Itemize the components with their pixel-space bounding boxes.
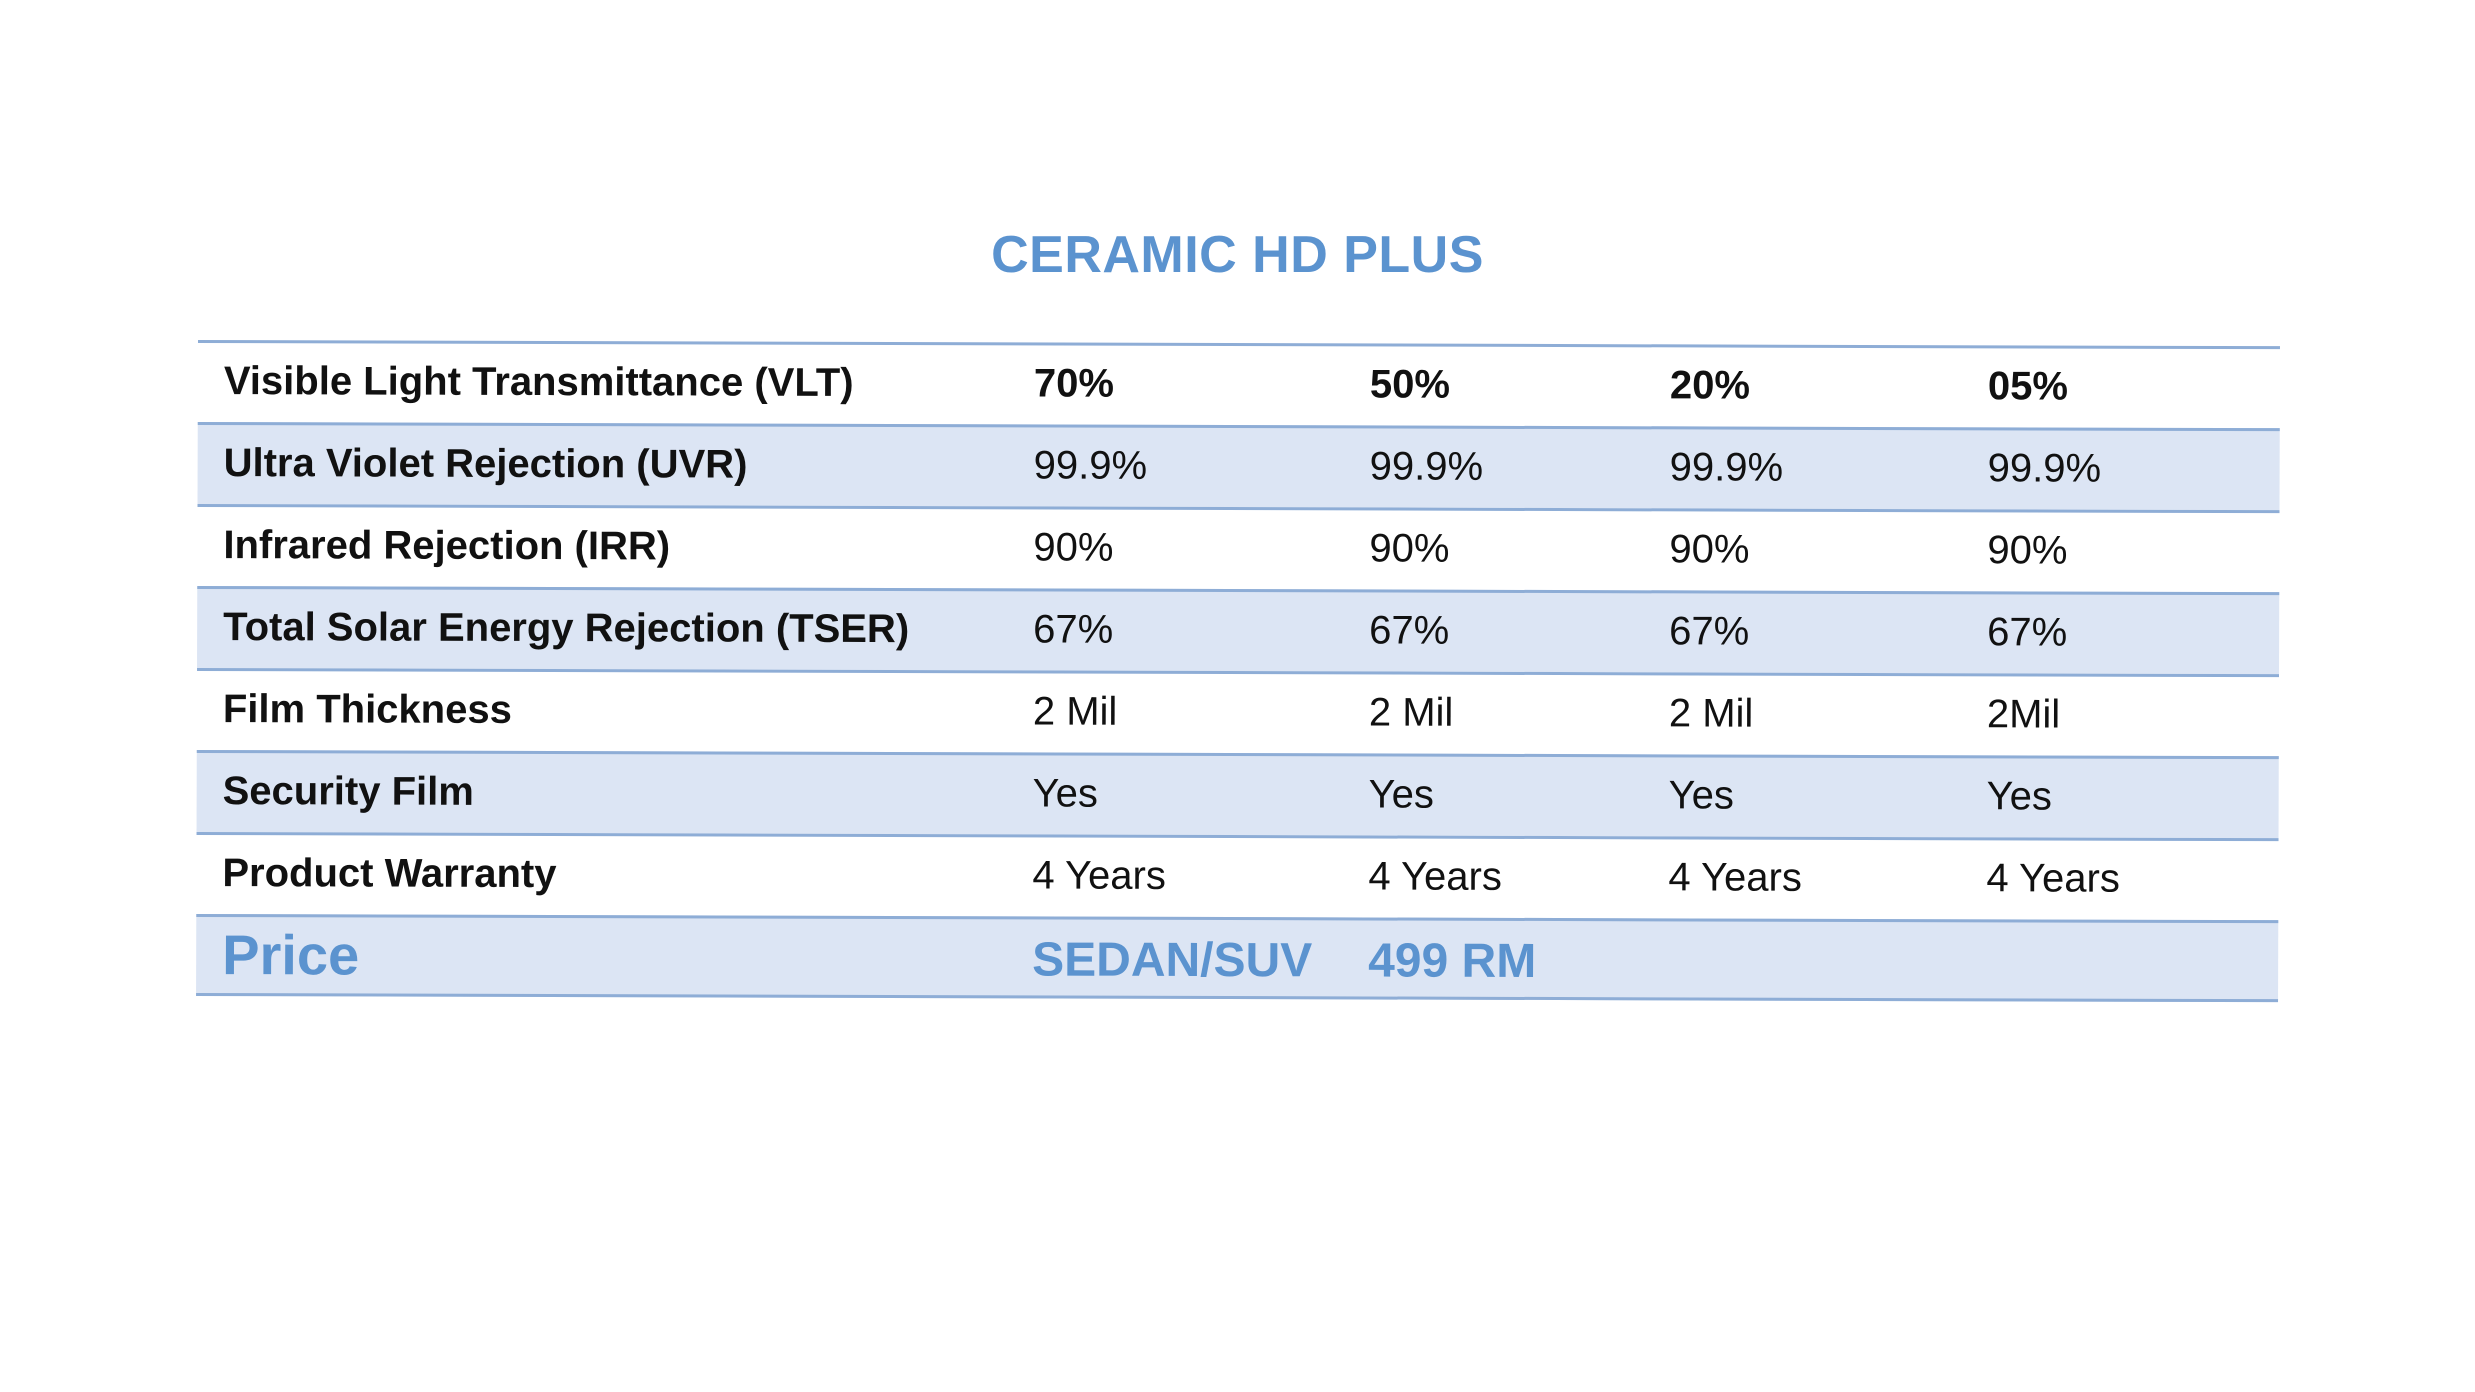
- table-cell: 90%: [1369, 526, 1450, 571]
- table-cell: 05%: [1987, 364, 2068, 409]
- table-cell: 50%: [1369, 362, 1451, 407]
- table-cell: Yes: [1368, 772, 1434, 817]
- table-cell: 4 Years: [1986, 856, 2120, 901]
- row-label: Film Thickness: [222, 687, 512, 732]
- table-row-tser: Total Solar Energy Rejection (TSER) 67% …: [197, 585, 2280, 675]
- row-label: Product Warranty: [222, 851, 557, 897]
- table-cell: 4 Years: [1668, 855, 1802, 900]
- table-cell: 67%: [1987, 610, 2068, 655]
- table-row-warranty: Product Warranty 4 Years 4 Years 4 Years…: [196, 831, 2279, 921]
- price-amount: 499 RM: [1368, 934, 1537, 988]
- price-vehicle-type: SEDAN/SUV: [1032, 933, 1313, 988]
- table-cell: 99.9%: [1669, 445, 1784, 490]
- table-row-irr: Infrared Rejection (IRR) 90% 90% 90% 90%: [197, 503, 2280, 593]
- table-row-vlt: Visible Light Transmittance (VLT) 70% 50…: [197, 340, 2280, 429]
- table-cell: 2 Mil: [1368, 690, 1454, 735]
- row-label: Ultra Violet Rejection (UVR): [223, 441, 748, 487]
- row-label: Infrared Rejection (IRR): [223, 523, 671, 569]
- table-row-security: Security Film Yes Yes Yes Yes: [196, 749, 2279, 839]
- table-cell: Yes: [1986, 774, 2052, 819]
- table-cell: Yes: [1668, 773, 1734, 818]
- table-cell: 2 Mil: [1032, 689, 1118, 734]
- spec-table: Visible Light Transmittance (VLT) 70% 50…: [196, 340, 2280, 1003]
- table-cell: 90%: [1669, 527, 1750, 572]
- row-label: Total Solar Energy Rejection (TSER): [223, 605, 910, 652]
- table-cell: 4 Years: [1032, 853, 1166, 898]
- table-cell: 20%: [1669, 363, 1750, 408]
- table-cell: 70%: [1033, 361, 1115, 406]
- table-cell: 4 Years: [1368, 854, 1502, 899]
- table-cell: 67%: [1369, 608, 1450, 653]
- table-cell: 99.9%: [1033, 443, 1148, 488]
- table-cell: 99.9%: [1369, 444, 1484, 489]
- table-cell: 67%: [1033, 607, 1114, 652]
- page-title: CERAMIC HD PLUS: [991, 226, 1484, 284]
- table-cell: 2 Mil: [1668, 691, 1754, 736]
- table-row-uvr: Ultra Violet Rejection (UVR) 99.9% 99.9%…: [197, 421, 2280, 511]
- table-row-thickness: Film Thickness 2 Mil 2 Mil 2 Mil 2Mil: [196, 667, 2280, 757]
- table-cell: 99.9%: [1987, 446, 2102, 491]
- table-cell: 2Mil: [1986, 692, 2061, 737]
- table-cell: Yes: [1032, 771, 1098, 816]
- table-row-price: Price SEDAN/SUV 499 RM: [196, 913, 2279, 1003]
- table-cell: 67%: [1669, 609, 1750, 654]
- row-label: Security Film: [222, 769, 474, 814]
- table-cell: 90%: [1033, 525, 1114, 570]
- table-cell: 90%: [1987, 528, 2068, 573]
- price-label: Price: [222, 923, 360, 987]
- row-label: Visible Light Transmittance (VLT): [223, 359, 854, 405]
